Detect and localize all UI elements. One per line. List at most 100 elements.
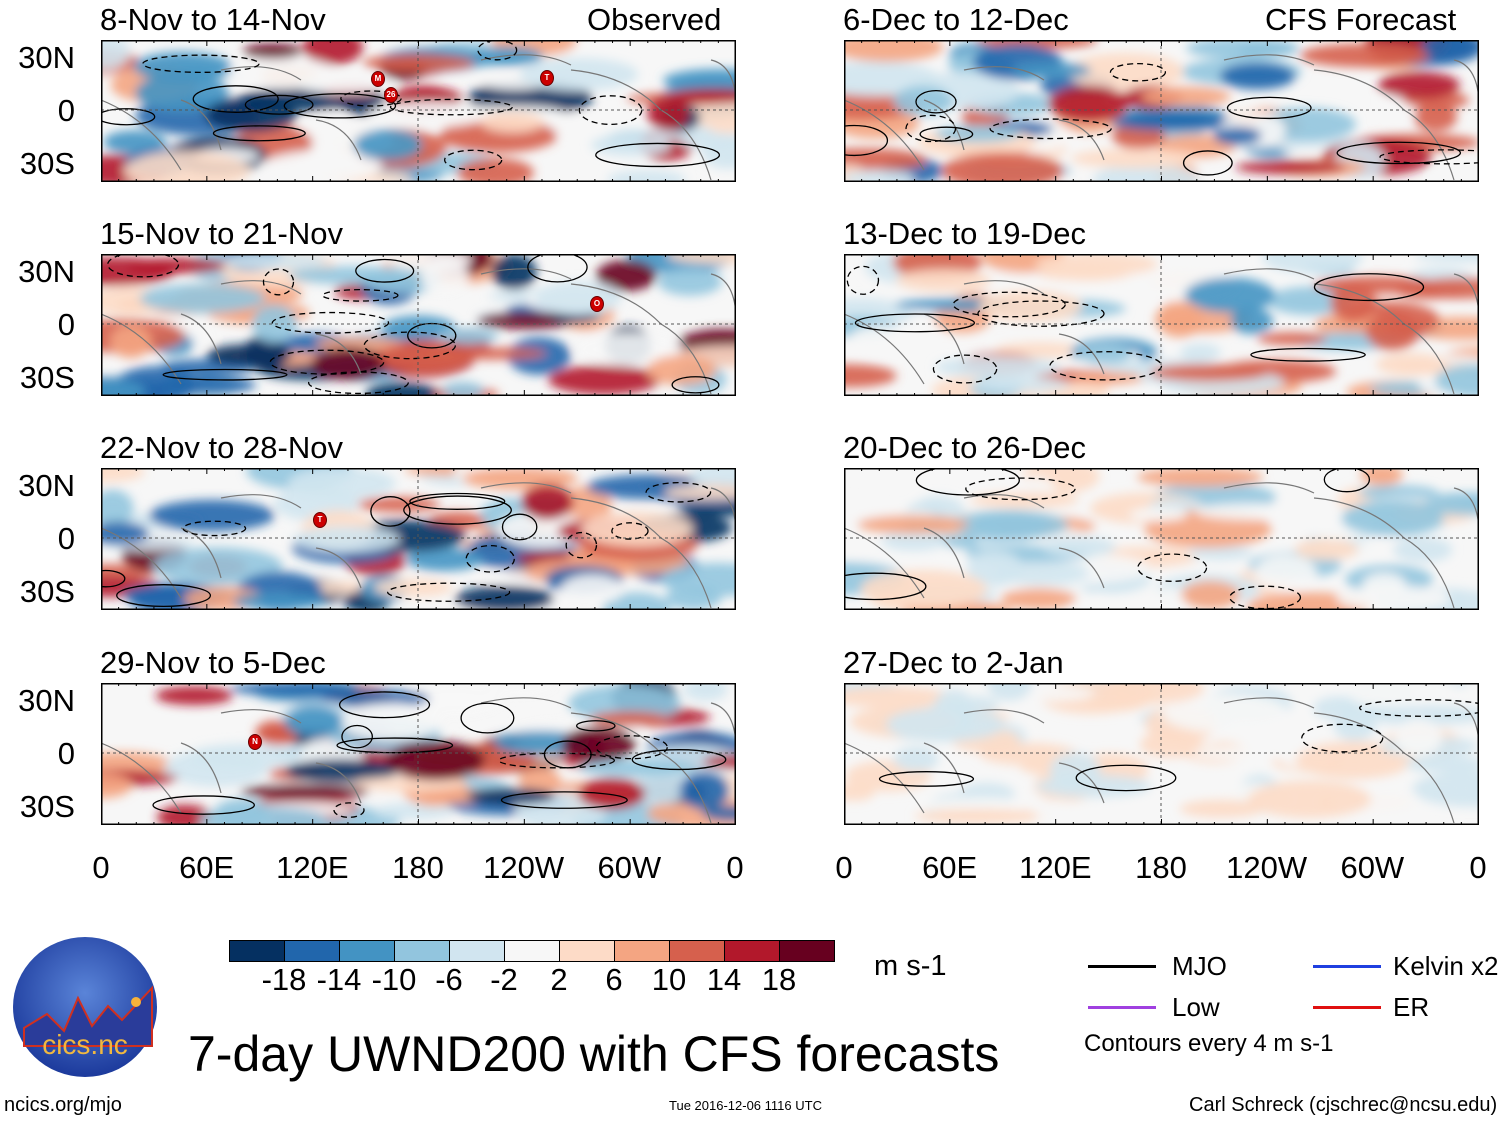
wind-anomaly-blob xyxy=(1213,126,1262,145)
legend-low-label: Low xyxy=(1172,992,1220,1022)
wind-anomaly-blob xyxy=(646,354,717,386)
wind-anomaly-blob xyxy=(439,327,499,345)
mjo-contour xyxy=(192,85,279,113)
wind-anomaly-blob xyxy=(1195,503,1306,521)
colorbar-swatch xyxy=(395,941,450,961)
wind-anomaly-blob xyxy=(1141,86,1231,107)
coastline xyxy=(180,313,222,365)
wind-anomaly-blob xyxy=(1414,254,1479,263)
coastline xyxy=(1313,283,1405,325)
coastline xyxy=(220,709,302,724)
colorbar-swatch xyxy=(340,941,395,961)
mjo-contour xyxy=(370,496,411,527)
wind-anomaly-blob xyxy=(1336,585,1451,610)
wind-anomaly-blob xyxy=(110,325,152,359)
coastline xyxy=(923,99,965,151)
mjo-contour xyxy=(844,572,927,601)
wind-anomaly-blob xyxy=(860,569,988,609)
mjo-contour xyxy=(336,737,454,754)
colorbar-swatch xyxy=(560,941,615,961)
wind-anomaly-blob xyxy=(477,312,574,330)
lon-label: 60W xyxy=(1340,850,1405,885)
mjo-contour xyxy=(1226,96,1312,120)
wind-anomaly-blob xyxy=(1181,580,1240,609)
mjo-contour xyxy=(477,40,518,61)
mjo-contour xyxy=(1250,347,1366,362)
colorbar-swatch xyxy=(725,941,780,961)
coastline xyxy=(570,69,662,111)
colorbar-label: -14 xyxy=(316,962,362,997)
mjo-contour xyxy=(671,376,720,394)
wind-anomaly-blob xyxy=(1411,771,1479,807)
mjo-contour xyxy=(262,268,295,296)
wind-anomaly-blob xyxy=(320,689,430,708)
footer-url[interactable]: ncics.org/mjo xyxy=(4,1094,122,1116)
mjo-contour xyxy=(915,468,1020,496)
mjo-contour xyxy=(977,300,1105,327)
wind-anomaly-blob xyxy=(844,364,897,388)
wind-anomaly-blob xyxy=(1129,507,1188,522)
wind-anomaly-blob xyxy=(941,152,1064,182)
lon-label: 120E xyxy=(1019,850,1092,885)
storm-marker: N xyxy=(248,734,262,750)
wind-anomaly-blob xyxy=(893,746,939,772)
wind-anomaly-blob xyxy=(1092,163,1200,182)
lon-label: 60E xyxy=(179,850,235,885)
wind-anomaly-blob xyxy=(1299,43,1429,68)
coastline xyxy=(660,323,712,395)
lon-label: 120W xyxy=(483,850,565,885)
wind-anomaly-blob xyxy=(101,379,146,396)
panel-title: 6-Dec to 12-Dec xyxy=(843,2,1069,37)
wind-anomaly-blob xyxy=(1031,800,1083,825)
wind-anomaly-blob xyxy=(222,254,328,270)
wind-anomaly-blob xyxy=(307,112,356,152)
coastline xyxy=(101,742,182,814)
mjo-contour xyxy=(500,791,628,809)
coastline xyxy=(963,66,1045,81)
mjo-contour xyxy=(244,94,314,115)
wind-anomaly-blob xyxy=(1048,85,1130,123)
lat-label: 0 xyxy=(57,736,75,771)
storm-marker: 26 xyxy=(384,87,398,103)
wind-anomaly-blob xyxy=(199,806,328,825)
legend-mjo-line xyxy=(1088,965,1156,968)
wind-anomaly-blob xyxy=(251,304,297,344)
coastline xyxy=(963,709,1045,724)
mjo-contour xyxy=(501,513,538,541)
lon-label: 60W xyxy=(597,850,662,885)
wind-anomaly-blob xyxy=(1333,683,1458,708)
lon-label: 180 xyxy=(1135,850,1187,885)
coastline xyxy=(844,742,925,814)
wind-anomaly-blob xyxy=(311,347,387,381)
mjo-contour xyxy=(340,90,402,107)
wind-anomaly-blob xyxy=(589,711,668,727)
mjo-contour xyxy=(338,691,431,719)
wind-anomaly-blob xyxy=(419,347,547,360)
coastline xyxy=(570,712,662,754)
mjo-contour xyxy=(1313,273,1425,302)
coastline xyxy=(1313,712,1405,754)
coastline xyxy=(101,313,182,385)
colorbar-swatch xyxy=(780,941,834,961)
wind-anomaly-blob xyxy=(548,364,661,395)
wind-anomaly-blob xyxy=(1071,148,1199,169)
coastline xyxy=(1403,537,1455,609)
wind-anomaly-blob xyxy=(1136,468,1264,487)
coastline xyxy=(844,99,925,171)
mjo-contour xyxy=(1137,553,1208,582)
lon-label: 120W xyxy=(1226,850,1308,885)
mjo-contour xyxy=(1359,699,1479,717)
wind-anomaly-blob xyxy=(1413,102,1458,132)
wind-anomaly-blob xyxy=(406,547,483,572)
mjo-contour xyxy=(101,108,156,126)
cics-logo: cics.nc xyxy=(12,936,158,1078)
figure-title: 7-day UWND200 with CFS forecasts xyxy=(188,1026,1000,1082)
lat-label: 30N xyxy=(18,683,75,718)
mjo-contour xyxy=(1109,62,1167,82)
footer-timestamp: Tue 2016-12-06 1116 UTC xyxy=(669,1098,822,1113)
wind-anomaly-blob xyxy=(896,268,992,292)
wind-anomaly-blob xyxy=(893,85,953,117)
wind-anomaly-blob xyxy=(844,499,881,520)
wind-anomaly-blob xyxy=(124,150,250,182)
coastline xyxy=(180,742,222,794)
